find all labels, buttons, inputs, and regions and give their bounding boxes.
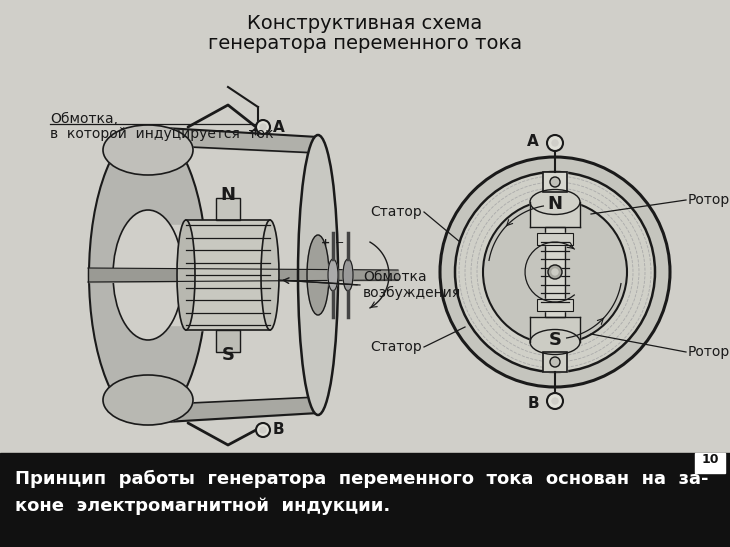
Bar bbox=[695, 453, 725, 473]
Text: N: N bbox=[548, 195, 563, 213]
Ellipse shape bbox=[177, 220, 195, 330]
Text: S: S bbox=[548, 331, 561, 349]
Ellipse shape bbox=[530, 189, 580, 214]
Bar bbox=[148, 225, 228, 325]
Text: Обмотка,: Обмотка, bbox=[50, 112, 118, 126]
Circle shape bbox=[548, 265, 562, 279]
Bar bbox=[537, 299, 573, 311]
Bar bbox=[530, 197, 580, 227]
Circle shape bbox=[547, 393, 563, 409]
Text: A: A bbox=[527, 133, 539, 148]
Circle shape bbox=[256, 423, 270, 437]
Text: Конструктивная схема: Конструктивная схема bbox=[247, 14, 483, 33]
Text: Статор: Статор bbox=[370, 340, 422, 354]
Ellipse shape bbox=[103, 375, 193, 425]
Text: Статор: Статор bbox=[370, 205, 422, 219]
Bar bbox=[543, 172, 567, 192]
Circle shape bbox=[552, 269, 558, 275]
Ellipse shape bbox=[328, 259, 338, 291]
Bar bbox=[543, 352, 567, 372]
Bar bbox=[216, 330, 240, 352]
Ellipse shape bbox=[89, 127, 207, 423]
Bar bbox=[186, 220, 271, 330]
Bar bbox=[537, 233, 573, 245]
Circle shape bbox=[260, 427, 266, 433]
Text: +: + bbox=[320, 238, 330, 248]
Text: Ротор: Ротор bbox=[688, 193, 730, 207]
Circle shape bbox=[552, 398, 558, 404]
Text: −: − bbox=[335, 238, 345, 248]
Circle shape bbox=[550, 177, 560, 187]
Text: Ротор: Ротор bbox=[688, 345, 730, 359]
Circle shape bbox=[256, 120, 270, 134]
Text: 10: 10 bbox=[702, 453, 719, 466]
Bar bbox=[530, 317, 580, 347]
Ellipse shape bbox=[530, 329, 580, 354]
Bar bbox=[216, 330, 240, 352]
Ellipse shape bbox=[113, 210, 183, 340]
Text: A: A bbox=[273, 119, 285, 135]
Bar bbox=[537, 299, 573, 311]
Bar bbox=[543, 172, 567, 192]
Text: в  которой  индуцируется  ток: в которой индуцируется ток bbox=[50, 127, 274, 141]
Bar bbox=[545, 227, 565, 317]
Text: N: N bbox=[220, 186, 236, 204]
Text: Обмотка
возбуждения: Обмотка возбуждения bbox=[363, 270, 461, 300]
Circle shape bbox=[260, 124, 266, 130]
Circle shape bbox=[440, 157, 670, 387]
Bar bbox=[216, 198, 240, 220]
Text: B: B bbox=[273, 422, 285, 438]
Ellipse shape bbox=[343, 259, 353, 291]
Ellipse shape bbox=[261, 220, 279, 330]
Text: B: B bbox=[527, 395, 539, 410]
Text: S: S bbox=[221, 346, 234, 364]
Ellipse shape bbox=[307, 235, 329, 315]
Bar bbox=[216, 198, 240, 220]
Circle shape bbox=[552, 140, 558, 146]
Ellipse shape bbox=[298, 135, 338, 415]
Text: Принцип  работы  генератора  переменного  тока  основан  на  за-
коне  электрома: Принцип работы генератора переменного то… bbox=[15, 470, 709, 515]
Bar bbox=[545, 227, 565, 317]
Bar bbox=[543, 352, 567, 372]
Circle shape bbox=[550, 357, 560, 367]
Ellipse shape bbox=[103, 125, 193, 175]
Bar bbox=[0, 453, 730, 547]
Circle shape bbox=[547, 135, 563, 151]
Bar bbox=[537, 233, 573, 245]
Text: генератора переменного тока: генератора переменного тока bbox=[208, 34, 522, 53]
